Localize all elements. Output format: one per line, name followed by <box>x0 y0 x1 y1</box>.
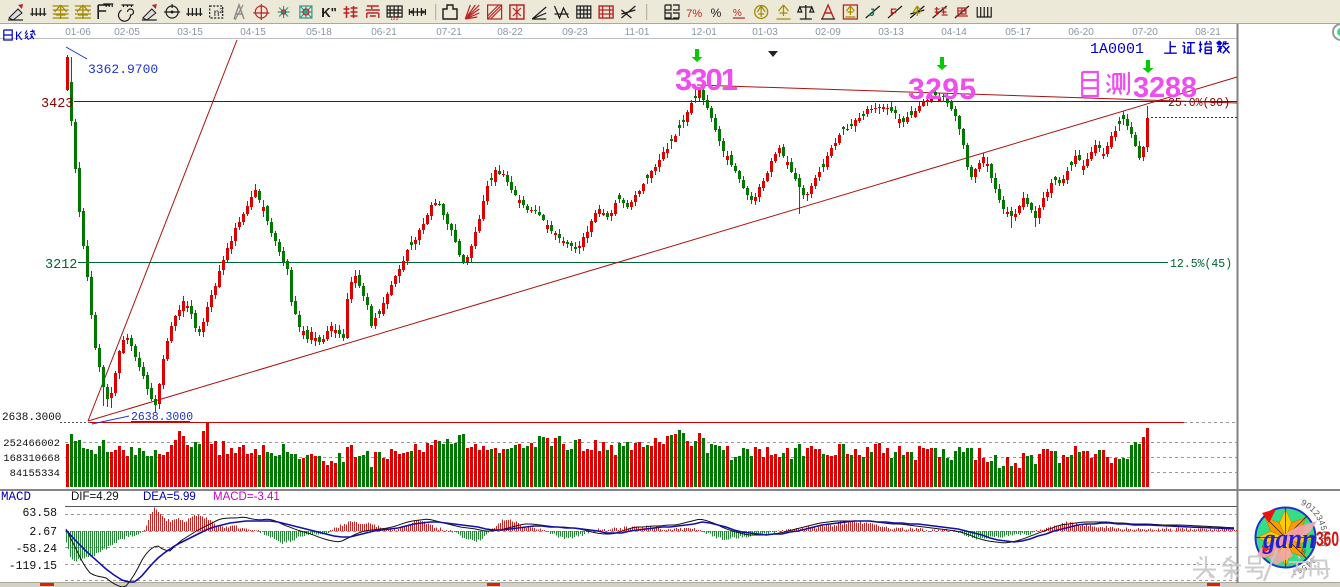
svg-text:1: 1 <box>1308 504 1319 515</box>
svg-text:63.58: 63.58 <box>22 507 57 520</box>
svg-text:K: K <box>15 30 23 44</box>
svg-text:06-21: 06-21 <box>371 27 397 38</box>
svg-text:MACD=-3.41: MACD=-3.41 <box>213 491 280 503</box>
svg-text:03-13: 03-13 <box>878 27 904 38</box>
svg-text:%: % <box>711 6 722 20</box>
svg-text:5: 5 <box>1300 563 1309 573</box>
svg-text:4: 4 <box>1317 519 1328 527</box>
svg-text:2638.3000: 2638.3000 <box>131 411 193 424</box>
svg-text:360: 360 <box>1316 528 1339 551</box>
svg-text:04-14: 04-14 <box>941 27 967 38</box>
svg-text:05-17: 05-17 <box>1005 27 1031 38</box>
svg-text:168310668: 168310668 <box>3 453 60 465</box>
svg-text:7: 7 <box>1290 567 1297 577</box>
svg-text:5: 5 <box>1318 524 1329 531</box>
svg-text:K": K" <box>321 5 337 20</box>
svg-text:03-15: 03-15 <box>177 27 203 38</box>
svg-text:3212: 3212 <box>45 258 77 273</box>
svg-text:-119.15: -119.15 <box>9 560 57 573</box>
svg-text:-58.24: -58.24 <box>16 543 58 556</box>
svg-text:8: 8 <box>1319 541 1330 548</box>
svg-text:84155334: 84155334 <box>10 468 60 480</box>
svg-text:9: 9 <box>1300 497 1309 508</box>
svg-text:06-20: 06-20 <box>1068 27 1094 38</box>
svg-text:09-23: 09-23 <box>562 27 588 38</box>
svg-text:3288: 3288 <box>1133 72 1197 104</box>
svg-text:6: 6 <box>1320 531 1330 537</box>
svg-text:252466002: 252466002 <box>3 438 60 450</box>
svg-text:3: 3 <box>1314 513 1325 522</box>
svg-text:7%: 7% <box>686 8 702 20</box>
svg-text:2: 2 <box>1311 508 1322 518</box>
svg-text:25.0%(90): 25.0%(90) <box>1168 97 1230 110</box>
svg-text:3301: 3301 <box>675 62 738 97</box>
svg-text:07-21: 07-21 <box>436 27 462 38</box>
svg-text:11-01: 11-01 <box>625 27 650 38</box>
svg-text:2638.3000: 2638.3000 <box>2 412 61 424</box>
svg-text:MACD: MACD <box>1 490 31 504</box>
svg-text:3295: 3295 <box>908 73 975 106</box>
svg-text:04-15: 04-15 <box>240 27 266 38</box>
svg-text:01-03: 01-03 <box>752 27 778 38</box>
svg-text:12-01: 12-01 <box>691 27 717 38</box>
svg-text:02-05: 02-05 <box>114 27 140 38</box>
svg-text:02-09: 02-09 <box>815 27 841 38</box>
svg-text:J: J <box>869 7 875 19</box>
svg-text:05-18: 05-18 <box>306 27 332 38</box>
svg-text:01-06: 01-06 <box>65 27 91 38</box>
svg-text:®: ® <box>1301 548 1307 556</box>
svg-text:n2: n2 <box>214 8 224 19</box>
svg-text:F: F <box>890 7 897 19</box>
svg-text:3362.9700: 3362.9700 <box>88 62 158 77</box>
svg-text:12.5%(45): 12.5%(45) <box>1170 258 1232 271</box>
svg-text:08-22: 08-22 <box>497 27 523 38</box>
svg-text:0: 0 <box>1304 500 1314 511</box>
svg-text:2.67: 2.67 <box>29 526 57 539</box>
svg-text:%: % <box>733 8 742 19</box>
svg-text:4: 4 <box>1304 559 1314 569</box>
svg-text:123: 123 <box>390 16 399 22</box>
svg-text:1A0001: 1A0001 <box>1090 41 1144 58</box>
svg-text:gann: gann <box>1262 523 1316 555</box>
svg-text:3423: 3423 <box>41 97 73 112</box>
svg-text:DIF=4.29: DIF=4.29 <box>71 491 119 503</box>
svg-text:08-21: 08-21 <box>1195 27 1221 38</box>
svg-text:7: 7 <box>1320 536 1330 541</box>
svg-text:07-20: 07-20 <box>1132 27 1158 38</box>
svg-text:DEA=5.99: DEA=5.99 <box>143 491 196 503</box>
svg-text:6: 6 <box>1295 565 1303 575</box>
